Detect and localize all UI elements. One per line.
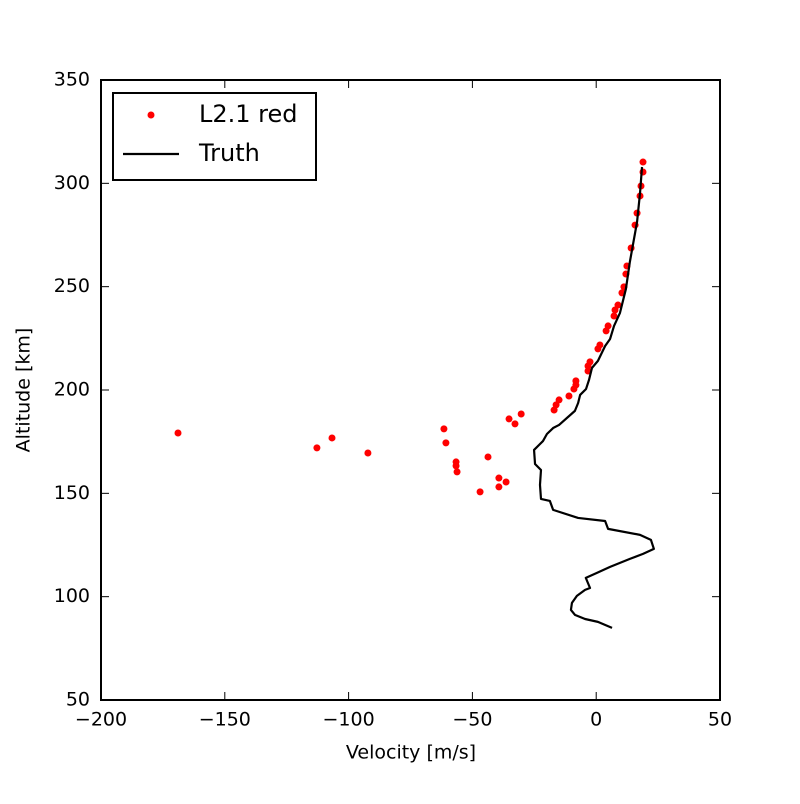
y-tick-label: 250: [54, 275, 90, 297]
y-tick-label: 150: [54, 482, 90, 504]
legend: L2.1 red Truth: [112, 92, 317, 181]
y-tick-label: 300: [54, 172, 90, 194]
legend-box: [112, 92, 317, 181]
data-line: [532, 166, 655, 629]
data-point: [511, 420, 519, 428]
data-point: [517, 410, 525, 418]
data-point: [610, 312, 618, 320]
legend-label: Truth: [198, 139, 260, 167]
data-point: [604, 322, 612, 330]
data-point: [174, 429, 182, 437]
x-tick-label: −150: [199, 709, 251, 731]
data-point: [452, 462, 460, 470]
data-point: [565, 392, 573, 400]
data-point: [442, 439, 450, 447]
data-point: [313, 444, 321, 452]
x-axis-label: Velocity [m/s]: [346, 742, 476, 764]
legend-label: L2.1 red: [199, 100, 298, 128]
data-point: [453, 468, 461, 476]
data-point: [495, 483, 503, 491]
data-point: [555, 396, 563, 404]
x-tick-label: −200: [75, 709, 127, 731]
data-point: [502, 478, 510, 486]
y-tick-label: 100: [54, 585, 90, 607]
y-tick-label: 350: [54, 69, 90, 91]
legend-marker: [147, 111, 155, 119]
data-point: [586, 358, 594, 366]
y-axis-label: Altitude [km]: [13, 328, 35, 453]
data-point: [440, 425, 448, 433]
data-point: [364, 449, 372, 457]
data-point: [596, 341, 604, 349]
x-tick-label: 0: [590, 709, 602, 731]
data-point: [328, 434, 336, 442]
x-tick-label: 50: [708, 709, 732, 731]
y-tick-label: 200: [54, 379, 90, 401]
data-point: [476, 488, 484, 496]
data-point: [495, 474, 503, 482]
data-point: [505, 415, 513, 423]
x-tick-label: −50: [452, 709, 492, 731]
data-point: [614, 301, 622, 309]
data-point: [572, 377, 580, 385]
x-tick-label: −100: [323, 709, 375, 731]
data-point: [639, 158, 647, 166]
y-tick-label: 50: [66, 689, 90, 711]
data-point: [484, 453, 492, 461]
